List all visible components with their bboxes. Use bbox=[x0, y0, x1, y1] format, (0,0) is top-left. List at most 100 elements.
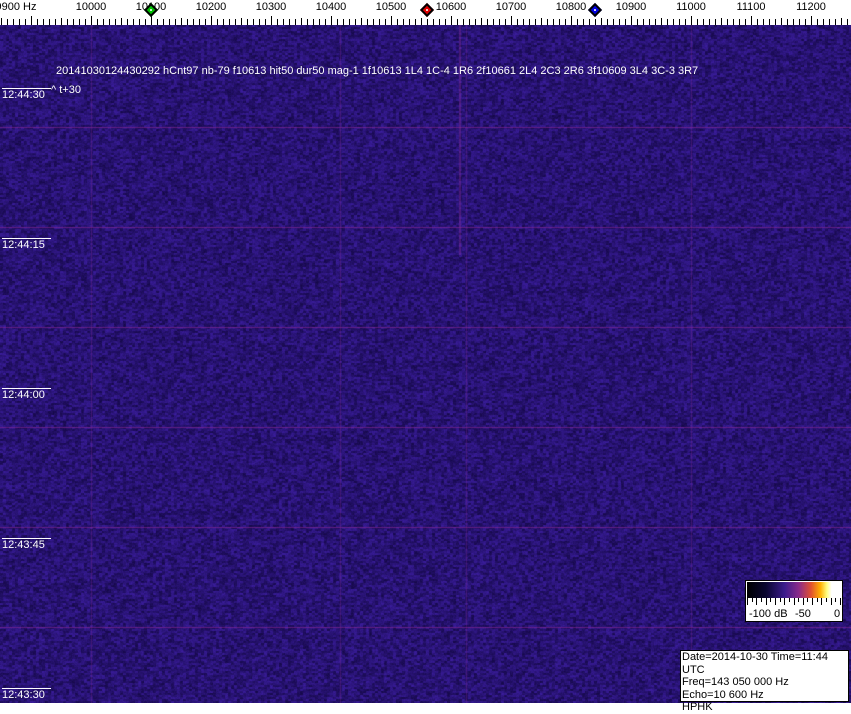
scale-tick bbox=[631, 16, 632, 25]
scale-tick bbox=[565, 19, 566, 25]
color-bar-label-min: -100 dB bbox=[749, 608, 788, 620]
scale-tick bbox=[643, 19, 644, 25]
scale-tick bbox=[685, 19, 686, 25]
time-label: 12:44:15 bbox=[2, 238, 51, 251]
color-bar-tick bbox=[840, 598, 841, 605]
scale-tick bbox=[109, 19, 110, 25]
scale-tick bbox=[577, 19, 578, 25]
scale-tick bbox=[193, 19, 194, 25]
blue-frequency-marker-icon[interactable] bbox=[587, 2, 603, 18]
color-bar-tick bbox=[789, 598, 790, 602]
scale-tick bbox=[265, 19, 266, 25]
scale-tick bbox=[715, 19, 716, 25]
scale-tick bbox=[499, 19, 500, 25]
scale-tick bbox=[541, 18, 542, 25]
scale-tick bbox=[115, 19, 116, 25]
scale-tick bbox=[121, 18, 122, 25]
frequency-label: 10400 bbox=[315, 1, 347, 13]
scale-tick bbox=[553, 19, 554, 25]
scale-tick bbox=[691, 16, 692, 25]
scale-tick bbox=[31, 16, 32, 25]
scale-tick bbox=[133, 19, 134, 25]
scale-tick bbox=[763, 19, 764, 25]
color-bar-tick bbox=[831, 598, 832, 605]
scale-tick bbox=[607, 19, 608, 25]
scale-tick bbox=[37, 19, 38, 25]
detection-info-line: 20141030124430292 hCnt97 nb-79 f10613 hi… bbox=[56, 65, 699, 77]
scale-tick bbox=[67, 19, 68, 25]
scale-tick bbox=[85, 19, 86, 25]
scale-tick bbox=[757, 19, 758, 25]
color-bar-tick bbox=[761, 598, 762, 602]
scale-tick bbox=[493, 19, 494, 25]
scale-tick bbox=[457, 19, 458, 25]
scale-tick bbox=[523, 19, 524, 25]
scale-tick bbox=[241, 18, 242, 25]
scale-tick bbox=[55, 19, 56, 25]
frequency-scale[interactable]: 9900 Hz100001010010200103001040010500106… bbox=[0, 0, 851, 25]
scale-tick bbox=[613, 19, 614, 25]
scale-tick bbox=[19, 19, 20, 25]
scale-tick bbox=[775, 19, 776, 25]
red-frequency-marker-icon[interactable] bbox=[419, 2, 435, 18]
time-label: 12:43:45 bbox=[2, 538, 51, 551]
scale-tick bbox=[811, 16, 812, 25]
scale-tick bbox=[223, 19, 224, 25]
scale-tick bbox=[247, 19, 248, 25]
scale-tick bbox=[415, 19, 416, 25]
scale-tick bbox=[61, 18, 62, 25]
scale-tick bbox=[97, 19, 98, 25]
scale-tick bbox=[721, 18, 722, 25]
scale-tick bbox=[445, 19, 446, 25]
scale-tick bbox=[817, 19, 818, 25]
scale-tick bbox=[151, 16, 152, 25]
scale-tick bbox=[157, 19, 158, 25]
scale-tick bbox=[373, 19, 374, 25]
scale-tick bbox=[91, 16, 92, 25]
scale-tick bbox=[805, 19, 806, 25]
scale-tick bbox=[313, 19, 314, 25]
scale-tick bbox=[733, 19, 734, 25]
scale-tick bbox=[835, 19, 836, 25]
scale-tick bbox=[169, 19, 170, 25]
scale-tick bbox=[439, 19, 440, 25]
scale-tick bbox=[751, 16, 752, 25]
scale-tick bbox=[271, 16, 272, 25]
scale-tick bbox=[325, 19, 326, 25]
scale-tick bbox=[655, 19, 656, 25]
scale-tick bbox=[13, 19, 14, 25]
color-bar-tick bbox=[784, 598, 785, 605]
scale-tick bbox=[745, 19, 746, 25]
scale-tick bbox=[7, 19, 8, 25]
waterfall-display[interactable]: 20141030124430292 hCnt97 nb-79 f10613 hi… bbox=[0, 25, 851, 703]
status-echo: Echo=10 600 Hz bbox=[682, 688, 764, 701]
color-bar-legend: -100 dB -50 0 bbox=[745, 580, 843, 622]
time-label: 12:44:30 bbox=[2, 88, 51, 101]
frequency-label: 9900 Hz bbox=[0, 1, 37, 13]
color-bar-tick bbox=[780, 598, 781, 602]
scale-tick bbox=[505, 19, 506, 25]
color-bar-tick bbox=[752, 598, 753, 602]
scale-tick bbox=[667, 19, 668, 25]
scale-tick bbox=[799, 19, 800, 25]
scale-tick bbox=[205, 19, 206, 25]
scale-tick bbox=[319, 19, 320, 25]
scale-tick bbox=[385, 19, 386, 25]
color-bar-label-max: 0 bbox=[834, 608, 841, 620]
scale-tick bbox=[217, 19, 218, 25]
time-label: 12:43:30 bbox=[2, 688, 51, 701]
frequency-label: 10500 bbox=[375, 1, 407, 13]
scale-tick bbox=[697, 19, 698, 25]
frequency-label: 11100 bbox=[736, 1, 766, 13]
scale-tick bbox=[709, 19, 710, 25]
scale-tick bbox=[487, 19, 488, 25]
frequency-label: 10200 bbox=[195, 1, 227, 13]
scale-tick bbox=[433, 19, 434, 25]
status-frequency: Freq=143 050 000 Hz bbox=[682, 676, 789, 688]
color-bar-tick bbox=[817, 598, 818, 602]
scale-tick bbox=[517, 19, 518, 25]
scale-tick bbox=[361, 18, 362, 25]
color-bar-label-mid: -50 bbox=[795, 608, 811, 620]
scale-tick bbox=[661, 18, 662, 25]
time-label: 12:44:00 bbox=[2, 388, 51, 401]
